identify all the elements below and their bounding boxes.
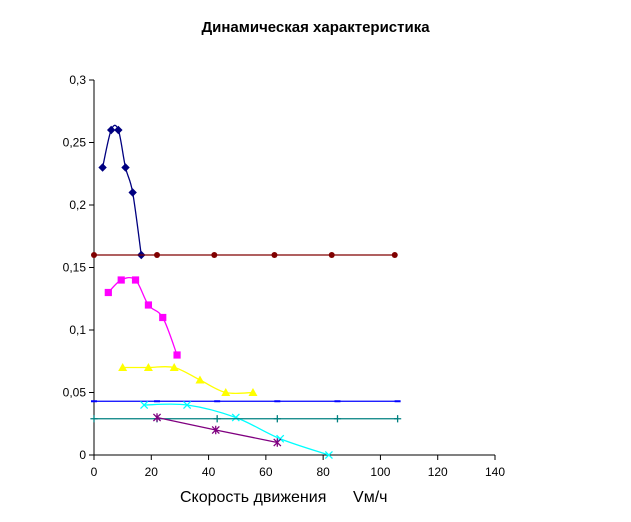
data-point-circle	[271, 252, 278, 258]
data-point-square	[117, 276, 125, 284]
data-point-diamond	[114, 125, 123, 135]
y-tick-label: 0,05	[63, 386, 87, 400]
series-line-6	[144, 403, 330, 456]
data-point-triangle	[221, 388, 231, 396]
data-point-circle	[91, 252, 97, 258]
data-point-square	[173, 351, 181, 359]
y-tick-label: 0	[79, 448, 86, 462]
data-point-plus	[213, 415, 221, 423]
data-point-circle	[154, 252, 161, 258]
y-tick-label: 0,3	[69, 73, 86, 87]
x-tick-label: 0	[91, 465, 98, 479]
data-point-star	[273, 438, 282, 447]
data-point-triangle	[169, 363, 179, 371]
data-point-triangle	[143, 363, 153, 371]
chart-title: Динамическая характеристика	[201, 19, 430, 36]
y-tick-label: 0,25	[63, 136, 87, 150]
data-point-square	[104, 288, 112, 297]
x-tick-label: 80	[316, 465, 330, 479]
data-point-plus	[90, 415, 98, 423]
series-line-1	[101, 124, 142, 256]
data-point-plus	[273, 415, 281, 423]
series-line-3	[107, 276, 178, 356]
data-point-circle	[328, 252, 335, 258]
x-tick-label: 40	[202, 465, 216, 479]
data-point-star	[152, 413, 162, 422]
x-tick-label: 140	[485, 465, 505, 479]
data-point-circle	[211, 252, 218, 258]
y-tick-label: 0,15	[63, 261, 87, 275]
x-tick-label: 20	[145, 465, 159, 479]
data-point-diamond	[98, 163, 107, 172]
x-axis-label: Скорость движения Vм/ч	[180, 489, 388, 506]
data-point-diamond	[128, 188, 137, 197]
data-point-x	[140, 400, 149, 410]
data-point-triangle	[248, 388, 258, 396]
data-point-triangle	[195, 375, 205, 384]
y-tick-label: 0,1	[69, 323, 86, 337]
y-tick-label: 0,2	[69, 198, 86, 212]
x-tick-label: 100	[370, 465, 390, 479]
data-point-circle	[391, 252, 398, 258]
data-point-diamond	[106, 125, 116, 135]
x-tick-label: 120	[428, 465, 448, 479]
data-point-star	[211, 425, 220, 435]
data-point-x	[324, 450, 333, 460]
data-point-square	[144, 301, 153, 309]
x-tick-label: 60	[259, 465, 273, 479]
data-point-square	[131, 276, 140, 284]
series-line-4	[122, 365, 253, 395]
data-point-x	[231, 413, 240, 422]
data-point-plus	[394, 415, 402, 423]
data-point-square	[159, 313, 167, 322]
data-point-triangle	[118, 363, 128, 371]
data-point-x	[183, 400, 192, 410]
data-point-plus	[333, 415, 342, 423]
data-point-diamond	[121, 163, 130, 172]
